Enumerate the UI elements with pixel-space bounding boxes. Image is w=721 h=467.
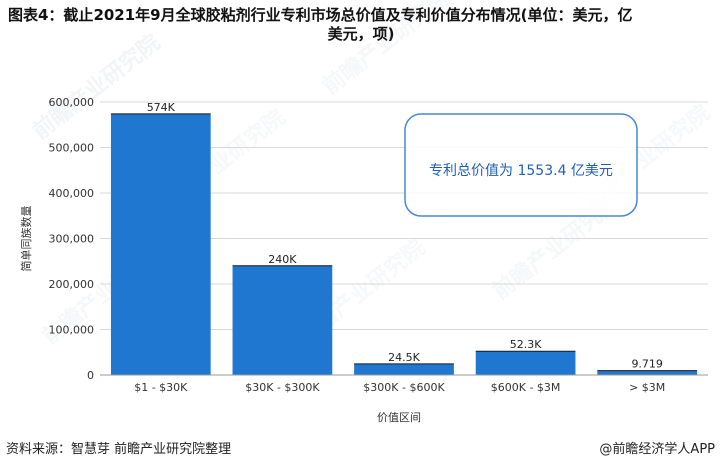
bar-data-label: 240K bbox=[268, 253, 297, 266]
y-axis: 0 100,000 200,000 300,000 400,000 500,000 600,… bbox=[19, 96, 94, 382]
y-tick-label: 400,000 bbox=[49, 187, 95, 200]
bar bbox=[110, 113, 211, 375]
callout-text: 专利总价值为 1553.4 亿美元 bbox=[429, 163, 613, 179]
y-tick-label: 200,000 bbox=[49, 278, 95, 291]
y-tick-label: 300,000 bbox=[49, 233, 95, 246]
y-axis-title: 简单同族数量 bbox=[19, 206, 33, 272]
bar bbox=[354, 363, 454, 375]
chart-title-line-1: 图表4：截止2021年9月全球胶粘剂行业专利市场总价值及专利价值分布情况(单位：… bbox=[8, 6, 633, 24]
bars: 574K 240K 24.5K 52.3K 9.719 bbox=[110, 101, 698, 375]
x-tick-label: $600K - $3M bbox=[491, 381, 561, 394]
source-note: 资料来源：智慧芽 前瞻产业研究院整理 bbox=[6, 442, 232, 457]
callout-box bbox=[404, 113, 638, 217]
x-tick-label: $30K - $300K bbox=[245, 381, 320, 394]
bar bbox=[232, 265, 333, 375]
total-value-callout: 专利总价值为 1553.4 亿美元 bbox=[404, 113, 638, 217]
y-tick-label: 600,000 bbox=[49, 96, 95, 109]
bar-data-label: 9.719 bbox=[631, 358, 663, 371]
y-tick-label: 500,000 bbox=[49, 142, 95, 155]
bar bbox=[597, 370, 698, 375]
y-tick-label: 100,000 bbox=[49, 324, 95, 337]
y-tick-label: 0 bbox=[87, 369, 94, 382]
bar-data-label: 574K bbox=[147, 101, 176, 114]
x-tick-label: $1 - $30K bbox=[134, 381, 188, 394]
bar-data-label: 52.3K bbox=[510, 338, 542, 351]
x-axis: $1 - $30K $30K - $300K $300K - $600K $600K … bbox=[100, 374, 708, 424]
bar-data-label: 24.5K bbox=[388, 351, 420, 364]
bar bbox=[475, 351, 576, 375]
x-axis-title: 价值区间 bbox=[377, 411, 421, 424]
watermark-text: 前瞻产业研究院 bbox=[318, 0, 455, 100]
chart-title: 图表4：截止2021年9月全球胶粘剂行业专利市场总价值及专利价值分布情况(单位：… bbox=[8, 6, 714, 44]
chart-title-line-2: 美元，项) bbox=[327, 25, 395, 43]
x-tick-label: > $3M bbox=[629, 381, 665, 394]
brand-credit: @前瞻经济学人APP bbox=[599, 442, 715, 457]
x-tick-label: $300K - $600K bbox=[363, 381, 445, 394]
